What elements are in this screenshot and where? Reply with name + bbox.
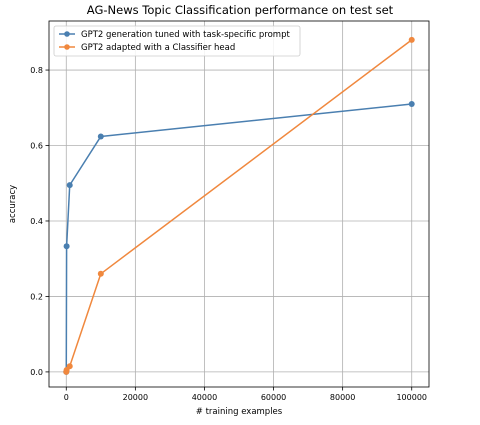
x-tick-label: 60000 [261,393,286,402]
plot-frame [48,20,430,388]
series-layer [63,36,415,375]
y-tick-label: 0.2 [30,292,43,301]
y-tick-label: 0.0 [30,368,43,377]
x-tick-label: 100000 [396,393,427,402]
legend-label: GPT2 generation tuned with task-specific… [81,30,290,40]
x-axis-label: # training examples [196,407,283,417]
legend-item: GPT2 generation tuned with task-specific… [59,30,290,40]
legend-item: GPT2 adapted with a Classifier head [59,43,235,53]
data-point [97,133,104,140]
x-tick-label: 80000 [330,393,355,402]
y-tick-label: 0.4 [30,217,43,226]
data-point [97,270,104,277]
legend-box [53,25,301,57]
data-point [66,363,73,370]
y-axis-label: accuracy [8,185,18,223]
data-point [408,101,415,108]
axis-ticks: 0 20000 40000 60000 80000 100000 0.0 0.2 0.4 0.6 0… [30,66,427,402]
x-tick-label: 20000 [123,393,148,402]
data-point [66,182,73,189]
chart-title: AG-News Topic Classification performance… [87,3,394,17]
data-point [408,36,415,43]
series-2 [63,36,415,375]
y-tick-label: 0.8 [30,66,43,75]
series-1-line [65,103,412,372]
grid [49,21,429,387]
legend-label: GPT2 adapted with a Classifier head [81,43,235,53]
x-tick-label: 0 [64,393,69,402]
y-tick-label: 0.6 [30,142,43,151]
legend-swatch-marker [64,31,70,37]
legend-swatch-marker [64,44,70,50]
legend: GPT2 generation tuned with task-specific… [53,25,301,57]
data-point [63,243,70,250]
series-1 [63,101,415,375]
x-tick-label: 40000 [192,393,217,402]
series-2-line [65,39,413,373]
